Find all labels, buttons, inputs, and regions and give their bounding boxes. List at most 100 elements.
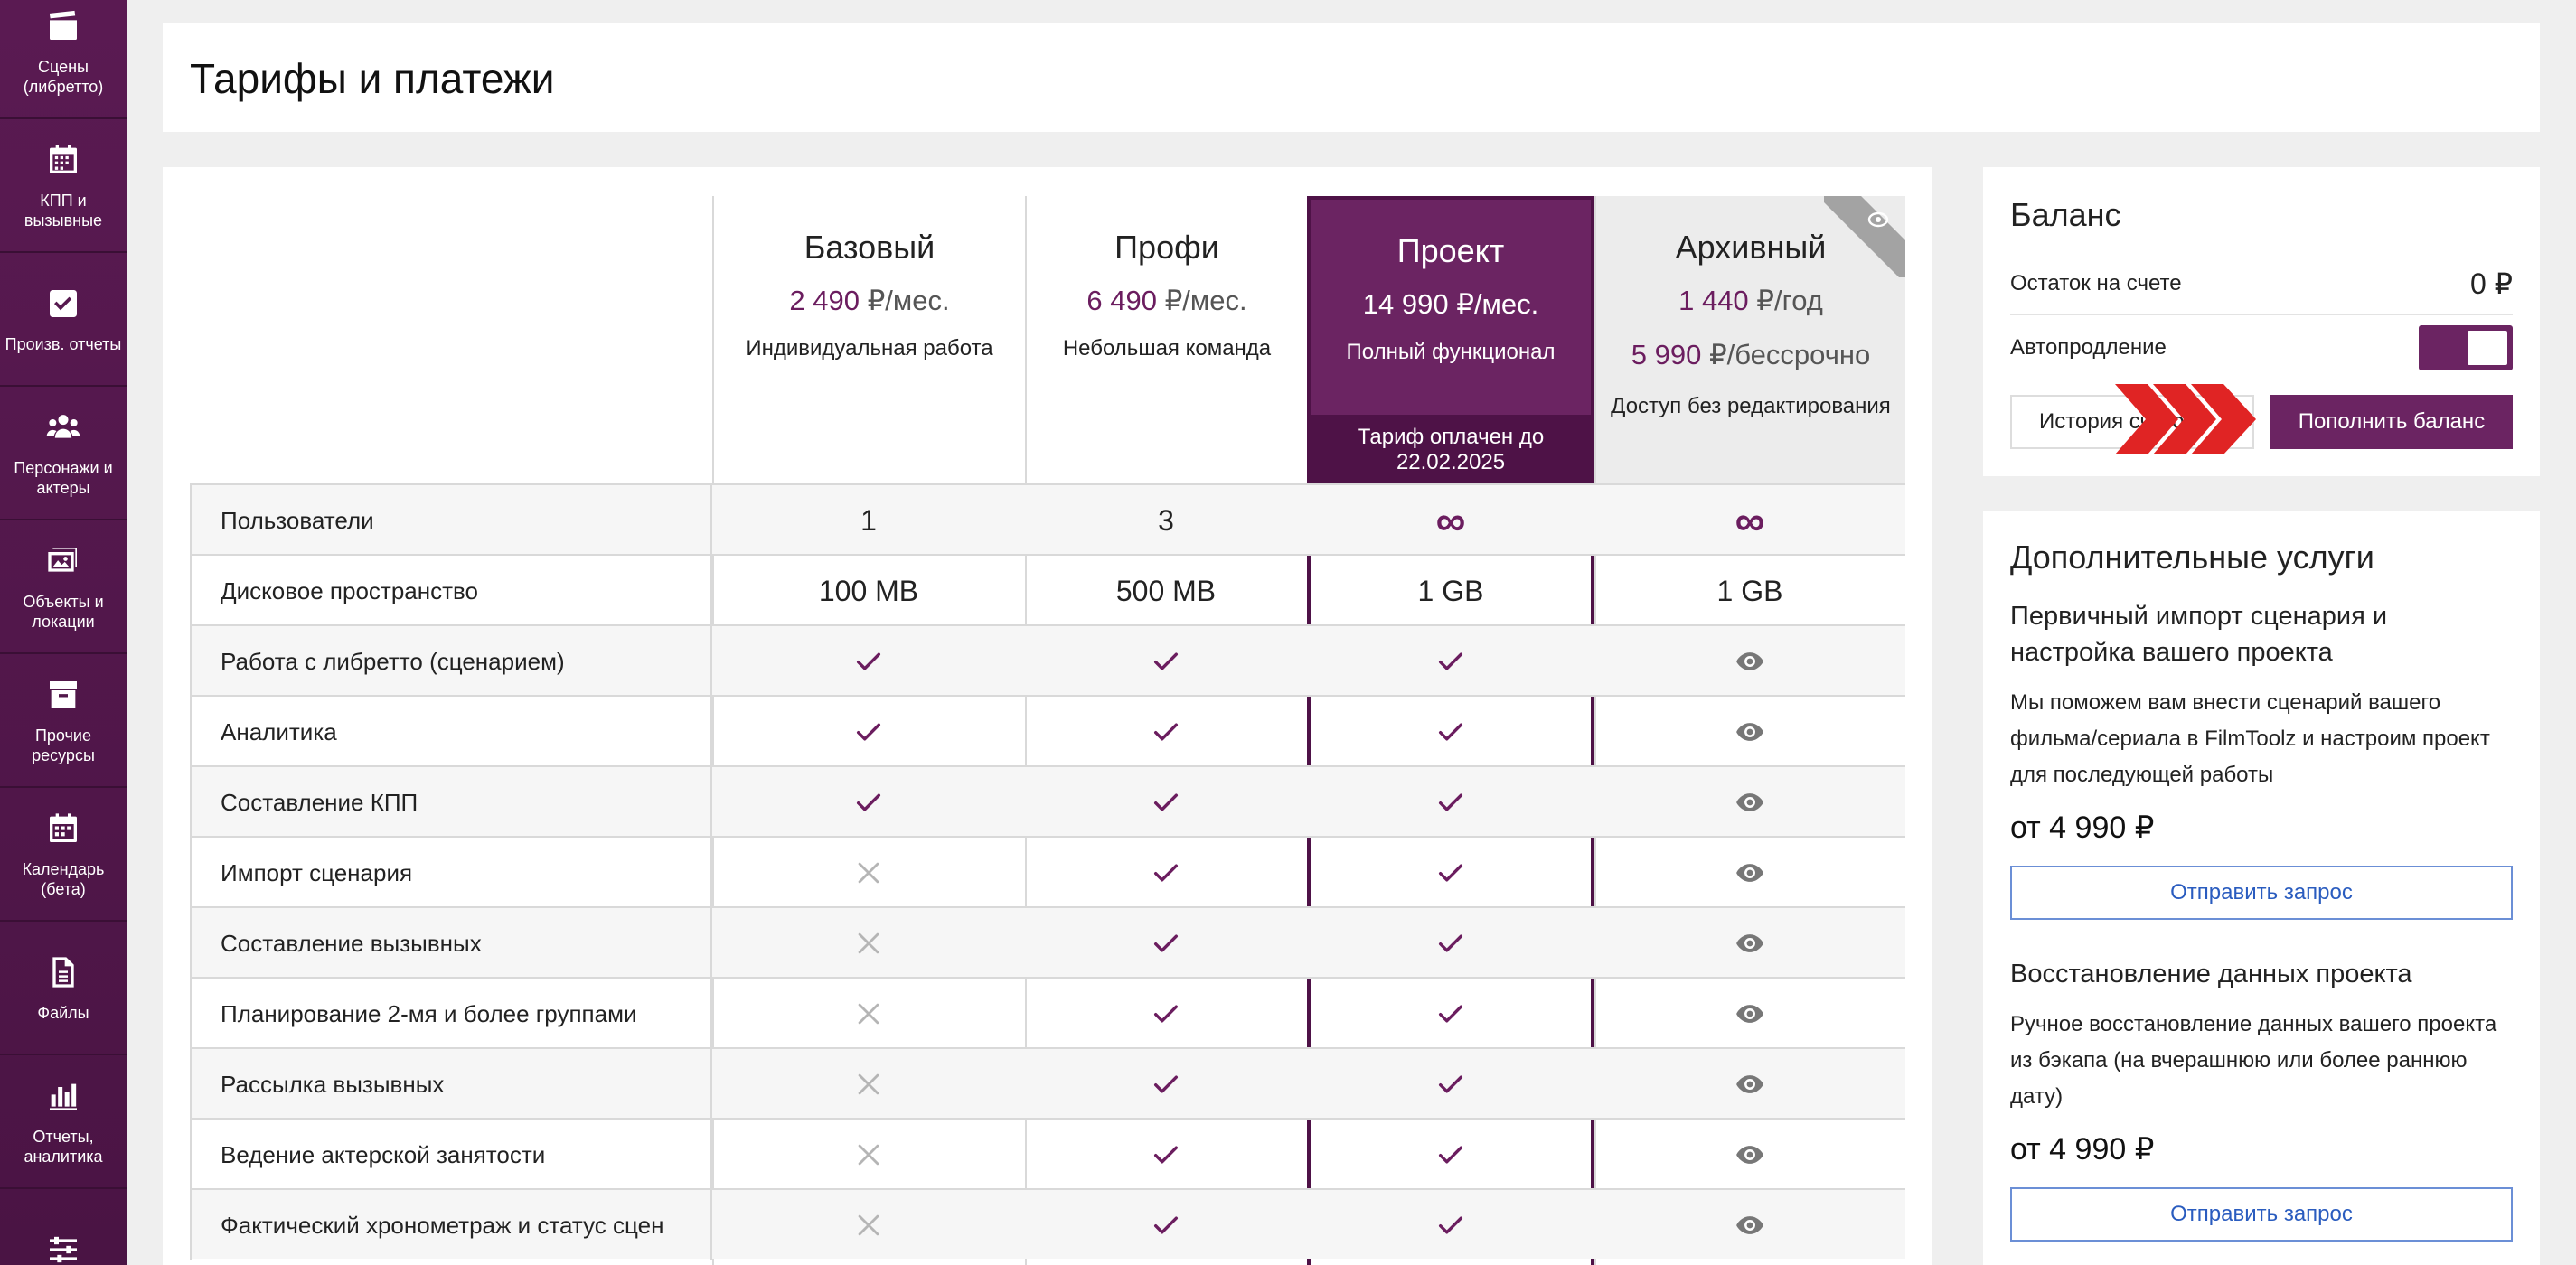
sidebar-item-label: КПП и вызывные (24, 192, 103, 230)
plan-header-project[interactable]: Проект 14 990 ₽/мес. Полный функционал Т… (1311, 200, 1591, 485)
feature-cell-profi: 3 (1025, 485, 1307, 556)
feature-cell-project (1307, 979, 1594, 1049)
plan-name: Архивный (1675, 229, 1827, 266)
eye-icon (1736, 793, 1763, 811)
feature-cell-basic (712, 767, 1025, 838)
plan-description: Небольшая команда (1062, 336, 1272, 361)
plan-price: 1 440 ₽/год (1596, 285, 1905, 317)
feature-label-cell: Фактический хронометраж и статус сцен (190, 1190, 712, 1260)
sidebar-item-characters[interactable]: Персонажи и актеры (0, 387, 127, 520)
plan-price-number: 1 440 (1678, 285, 1749, 316)
image-icon (43, 541, 83, 581)
eye-icon (1736, 652, 1763, 670)
sidebar: Сцены (либретто) КПП и вызывные Произв. … (0, 0, 127, 1265)
plan-price-number: 14 990 (1362, 288, 1449, 320)
table-row: Дисковое пространство 100 MB 500 MB 1 GB 1 G… (190, 554, 1905, 626)
cross-icon (858, 862, 879, 884)
infinity-value: ∞ (1435, 497, 1466, 544)
sidebar-item-label: Прочие ресурсы (32, 726, 95, 764)
feature-cell-basic (712, 838, 1025, 908)
plan-header-basic[interactable]: Базовый 2 490 ₽/мес. Индивидуальная рабо… (714, 196, 1025, 483)
table-row: Работа с либретто (сценарием) (190, 624, 1905, 697)
feature-cell-profi (1025, 838, 1307, 908)
feature-value: 1 GB (1417, 574, 1484, 607)
feature-label-cell: Ведение актерской занятости (190, 1120, 712, 1190)
balance-card: Баланс Остаток на счете 0 ₽ Автопродлени… (1983, 167, 2540, 476)
feature-label-cell: Составление вызывных (190, 908, 712, 979)
check-icon (1438, 1075, 1463, 1093)
plan-header-archive[interactable]: Архивный 1 440 ₽/год 5 990 ₽/бессрочно Д… (1596, 196, 1905, 483)
table-row: Аналитика (190, 695, 1905, 767)
plan-price-lifetime: 5 990 ₽/бессрочно (1596, 339, 1905, 371)
feature-cell-archive (1594, 1190, 1905, 1260)
sidebar-item-settings[interactable] (0, 1189, 127, 1265)
bar-chart-icon (43, 1076, 83, 1116)
check-icon (856, 652, 881, 670)
plan-price-number: 5 990 (1631, 339, 1702, 370)
sidebar-item-label: Файлы (37, 1004, 89, 1022)
feature-cell-profi (1025, 767, 1307, 838)
sidebar-item-objects[interactable]: Объекты и локации (0, 520, 127, 654)
sidebar-item-label: Отчеты, аналитика (24, 1128, 103, 1166)
feature-cell-archive (1594, 979, 1905, 1049)
table-row: Импорт сценария (190, 836, 1905, 908)
table-row: Планирование 2-мя и более группами (190, 977, 1905, 1049)
plan-price: 2 490 ₽/мес. (714, 285, 1025, 317)
plan-header-profi[interactable]: Профи 6 490 ₽/мес. Небольшая команда (1027, 196, 1307, 483)
top-up-balance-button[interactable]: Пополнить баланс (2270, 395, 2513, 449)
check-icon (1438, 652, 1463, 670)
feature-value: 3 (1158, 503, 1174, 537)
feature-cell-basic (712, 1049, 1025, 1120)
service-price: от 4 990 ₽ (2010, 1132, 2155, 1167)
service-price: от 4 990 ₽ (2010, 811, 2155, 845)
check-icon (1438, 1146, 1463, 1164)
sidebar-item-label: Объекты и локации (23, 593, 104, 631)
feature-cell-profi (1025, 697, 1307, 767)
autorenew-toggle[interactable] (2419, 325, 2513, 370)
feature-cell-profi (1025, 1120, 1307, 1190)
feature-cell-profi (1025, 626, 1307, 697)
sidebar-item-scenes[interactable]: Сцены (либретто) (0, 0, 127, 119)
sidebar-item-files[interactable]: Файлы (0, 922, 127, 1055)
infinity-value: ∞ (1735, 497, 1765, 544)
feature-cell-basic (712, 1190, 1025, 1260)
feature-label: Аналитика (221, 718, 337, 745)
feature-cell-archive (1594, 1120, 1905, 1190)
sidebar-item-label: Сцены (либретто) (23, 58, 104, 96)
balance-amount: 0 ₽ (2469, 267, 2513, 300)
plan-price-number: 2 490 (789, 285, 860, 316)
page-header: Тарифы и платежи (163, 23, 2540, 132)
feature-cell-basic: 1 (712, 485, 1025, 556)
check-icon (1153, 1146, 1179, 1164)
table-row: Рассылка вызывных (190, 1047, 1905, 1120)
feature-cell-basic (712, 1120, 1025, 1190)
feature-cell-project (1307, 697, 1594, 767)
paid-until-badge: Тариф оплачен до 22.02.2025 (1311, 415, 1591, 485)
plan-description: Доступ без редактирования (1611, 394, 1891, 418)
feature-cell-profi (1025, 1190, 1307, 1260)
feature-label: Составление КПП (221, 789, 418, 816)
plan-name: Профи (1114, 229, 1219, 266)
service-name: Восстановление данных проекта (2010, 960, 2412, 989)
sidebar-item-resources[interactable]: Прочие ресурсы (0, 654, 127, 788)
feature-cell-basic (712, 908, 1025, 979)
sidebar-item-kpp[interactable]: КПП и вызывные (0, 119, 127, 253)
send-request-button[interactable]: Отправить запрос (2010, 866, 2513, 920)
sidebar-item-reports[interactable]: Произв. отчеты (0, 253, 127, 387)
feature-label-cell: Планирование 2-мя и более группами (190, 979, 712, 1049)
check-icon (1153, 934, 1179, 952)
feature-value: 500 MB (1115, 574, 1217, 607)
send-request-button[interactable]: Отправить запрос (2010, 1187, 2513, 1242)
check-icon (1153, 1075, 1179, 1093)
table-row: Пользователи 1 3 ∞ ∞ (190, 483, 1905, 556)
sidebar-item-label: Персонажи и актеры (14, 459, 113, 497)
calendar-grid-icon (43, 140, 83, 180)
feature-label-cell: Импорт сценария (190, 838, 712, 908)
feature-cell-basic (712, 697, 1025, 767)
arrow-marker-icon (2115, 384, 2256, 454)
sidebar-item-analytics[interactable]: Отчеты, аналитика (0, 1055, 127, 1189)
feature-label: Импорт сценария (221, 859, 413, 886)
autorenew-label: Автопродление (2010, 335, 2167, 360)
plan-name: Базовый (804, 229, 935, 266)
sidebar-item-calendar[interactable]: Календарь (бета) (0, 788, 127, 922)
